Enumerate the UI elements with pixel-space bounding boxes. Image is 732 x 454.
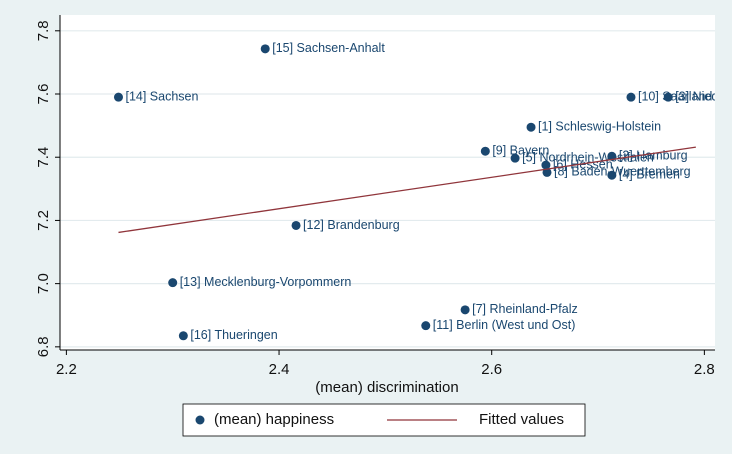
point [526,122,536,132]
y-tick-label: 6.8 [35,336,52,357]
legend-label: (mean) happiness [214,411,334,428]
point-label: [12] Brandenburg [303,218,400,232]
marks: [15] Sachsen-Anhalt [14] Sachsen [10] Saar… [113,41,732,342]
legend-marker [195,415,205,425]
legend-items: (mean) happiness Fitted values [195,411,564,428]
legend-label: Fitted values [479,411,564,428]
point [510,153,520,163]
y-tick-label: 7.0 [35,273,52,294]
point-label: [3] Niedersachsen [675,89,732,103]
point [542,167,552,177]
point [663,92,673,102]
point-label: [14] Sachsen [125,89,198,103]
point [607,151,617,161]
fit-line [118,146,696,234]
point-label: [11] Berlin (West und Ost) [433,318,576,332]
point [421,321,431,331]
point [291,220,301,230]
y-tick-label: 7.2 [35,210,52,231]
point-label: [15] Sachsen-Anhalt [272,41,385,55]
point-label: [8] Baden-Wuerttemberg [554,165,691,179]
point [626,92,636,102]
point-label: [4] Bremen [619,168,680,182]
point-label: [9] Bayern [492,144,549,158]
point-label: [10] Saarland [638,89,712,103]
point [460,305,470,315]
plot-area [60,15,715,350]
point [113,92,123,102]
point-label: [5] Nordrhein-Westfalen [522,150,654,164]
point [607,170,617,180]
point [480,146,490,156]
point-label: [16] Thueringen [190,328,277,342]
x-tick-label: 2.8 [694,361,715,378]
point-label: [1] Schleswig-Holstein [538,119,661,133]
point-label: [7] Rheinland-Pfalz [472,302,578,316]
x-axis-label: (mean) discrimination [315,379,458,396]
y-tick-label: 7.6 [35,84,52,105]
x-tick-label: 2.6 [481,361,502,378]
point [260,44,270,54]
y-tick-label: 7.4 [35,147,52,168]
y-tick-label: 7.8 [35,20,52,41]
legend [182,403,586,437]
point [541,160,551,170]
x-tick-label: 2.4 [269,361,290,378]
x-tick-label: 2.2 [56,361,77,378]
point [168,278,178,288]
point-label: [13] Mecklenburg-Vorpommern [180,275,352,289]
point-label: [2] Hamburg [619,149,688,163]
point [178,331,188,341]
